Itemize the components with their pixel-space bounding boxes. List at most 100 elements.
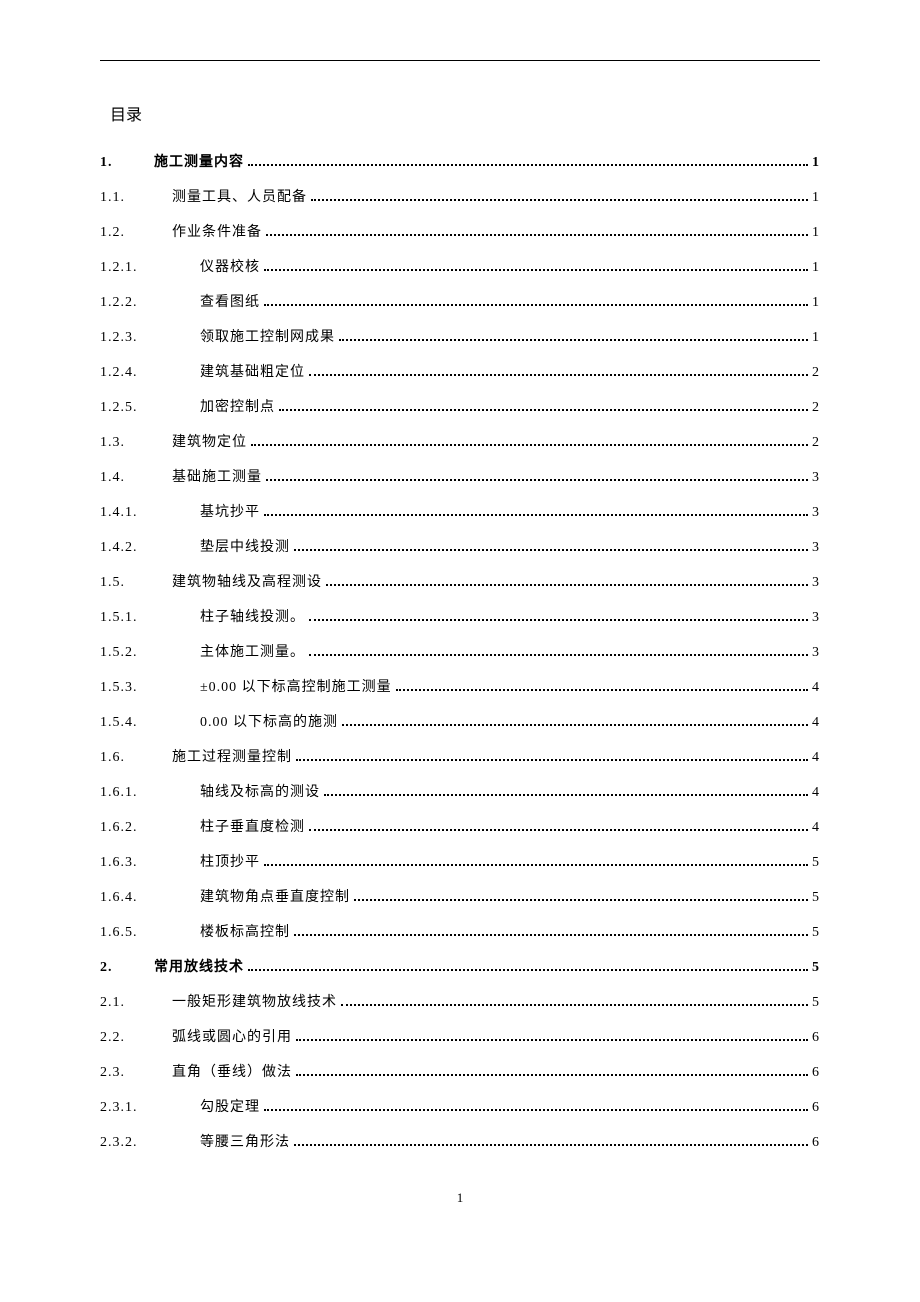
toc-number: 1.5. (100, 565, 168, 600)
toc-page: 1 (812, 180, 820, 215)
toc-page: 1 (812, 320, 820, 355)
toc-number: 1.6.3. (100, 845, 188, 880)
toc-page: 3 (812, 530, 820, 565)
toc-text: 勾股定理 (188, 1090, 260, 1125)
toc-number: 1.6.1. (100, 775, 188, 810)
toc-entry: 1.3.建筑物定位2 (100, 425, 820, 460)
toc-page: 4 (812, 775, 820, 810)
toc-page: 6 (812, 1125, 820, 1160)
toc-entry: 1.1.测量工具、人员配备 1 (100, 180, 820, 215)
toc-entry: 1.5.4.0.00 以下标高的施测4 (100, 705, 820, 740)
toc-text: 柱顶抄平 (188, 845, 260, 880)
toc-number: 1.2.3. (100, 320, 188, 355)
toc-leader-dots (342, 724, 808, 726)
toc-text: 基础施工测量 (168, 460, 262, 495)
toc-entry: 1.5.3.±0.00 以下标高控制施工测量 4 (100, 670, 820, 705)
toc-text: 垫层中线投测 (188, 530, 290, 565)
toc-number: 1.5.3. (100, 670, 188, 705)
toc-entry: 1.6.施工过程测量控制 4 (100, 740, 820, 775)
toc-entry: 1.2.4.建筑基础粗定位 2 (100, 355, 820, 390)
page-number: 1 (100, 1190, 820, 1206)
toc-number: 1.2.4. (100, 355, 188, 390)
toc-text: 仪器校核 (188, 250, 260, 285)
toc-leader-dots (341, 1004, 808, 1006)
toc-number: 2. (100, 950, 150, 985)
toc-leader-dots (324, 794, 808, 796)
toc-entry: 1.4.2.垫层中线投测3 (100, 530, 820, 565)
toc-number: 1.1. (100, 180, 168, 215)
toc-page: 3 (812, 495, 820, 530)
toc-page: 3 (812, 565, 820, 600)
toc-page: 5 (812, 845, 820, 880)
toc-page: 4 (812, 670, 820, 705)
toc-text: 一般矩形建筑物放线技术 (168, 985, 337, 1020)
toc-text: 柱子轴线投测。 (188, 600, 305, 635)
toc-number: 2.3.1. (100, 1090, 188, 1125)
toc-entry: 1.6.5.楼板标高控制5 (100, 915, 820, 950)
toc-number: 1.4. (100, 460, 168, 495)
toc-leader-dots (309, 654, 808, 656)
toc-leader-dots (311, 199, 808, 201)
toc-entry: 1.6.3.柱顶抄平 5 (100, 845, 820, 880)
toc-page: 5 (812, 985, 820, 1020)
toc-page: 2 (812, 355, 820, 390)
toc-leader-dots (264, 864, 808, 866)
toc-text: 建筑物角点垂直度控制 (188, 880, 350, 915)
toc-text: 加密控制点 (188, 390, 275, 425)
toc-text: 主体施工测量。 (188, 635, 305, 670)
toc-number: 2.1. (100, 985, 168, 1020)
toc-page: 4 (812, 705, 820, 740)
toc-text: 查看图纸 (188, 285, 260, 320)
toc-number: 1.6. (100, 740, 168, 775)
toc-leader-dots (266, 234, 808, 236)
toc-leader-dots (326, 584, 808, 586)
toc-text: 领取施工控制网成果 (188, 320, 335, 355)
toc-entry: 2.常用放线技术5 (100, 950, 820, 985)
toc-number: 1.4.1. (100, 495, 188, 530)
toc-entry: 2.3.直角（垂线）做法6 (100, 1055, 820, 1090)
toc-leader-dots (309, 829, 808, 831)
toc-text: 测量工具、人员配备 (168, 180, 307, 215)
toc-leader-dots (264, 304, 808, 306)
toc-number: 1.2.2. (100, 285, 188, 320)
toc-entry: 1.2.1.仪器校核1 (100, 250, 820, 285)
toc-text: 弧线或圆心的引用 (168, 1020, 292, 1055)
toc-leader-dots (251, 444, 808, 446)
toc-leader-dots (396, 689, 808, 691)
toc-page: 3 (812, 600, 820, 635)
toc-text: 施工过程测量控制 (168, 740, 292, 775)
toc-entry: 2.3.1.勾股定理 6 (100, 1090, 820, 1125)
toc-number: 1.6.4. (100, 880, 188, 915)
toc-text: 柱子垂直度检测 (188, 810, 305, 845)
toc-leader-dots (309, 374, 808, 376)
toc-page: 4 (812, 740, 820, 775)
toc-entry: 1.5.2.主体施工测量。 3 (100, 635, 820, 670)
horizontal-rule (100, 60, 820, 61)
toc-number: 1.3. (100, 425, 168, 460)
toc-entry: 1.6.1.轴线及标高的测设4 (100, 775, 820, 810)
toc-text: ±0.00 以下标高控制施工测量 (188, 670, 392, 705)
toc-text: 建筑基础粗定位 (188, 355, 305, 390)
toc-title: 目录 (110, 101, 820, 125)
toc-number: 1. (100, 145, 150, 180)
toc-page: 2 (812, 390, 820, 425)
toc-leader-dots (296, 759, 808, 761)
toc-number: 2.2. (100, 1020, 168, 1055)
toc-container: 1.施工测量内容11.1.测量工具、人员配备11.2.作业条件准备11.2.1.… (100, 145, 820, 1160)
toc-text: 施工测量内容 (150, 145, 244, 180)
toc-page: 6 (812, 1020, 820, 1055)
toc-leader-dots (248, 164, 808, 166)
toc-text: 建筑物轴线及高程测设 (168, 565, 322, 600)
toc-entry: 1.5.建筑物轴线及高程测设 3 (100, 565, 820, 600)
toc-page: 6 (812, 1055, 820, 1090)
toc-number: 1.6.5. (100, 915, 188, 950)
toc-entry: 1.2.5.加密控制点2 (100, 390, 820, 425)
toc-entry: 2.3.2.等腰三角形法6 (100, 1125, 820, 1160)
toc-text: 等腰三角形法 (188, 1125, 290, 1160)
toc-number: 1.5.2. (100, 635, 188, 670)
toc-leader-dots (309, 619, 808, 621)
toc-page: 1 (812, 250, 820, 285)
toc-page: 5 (812, 915, 820, 950)
toc-page: 6 (812, 1090, 820, 1125)
toc-page: 3 (812, 635, 820, 670)
